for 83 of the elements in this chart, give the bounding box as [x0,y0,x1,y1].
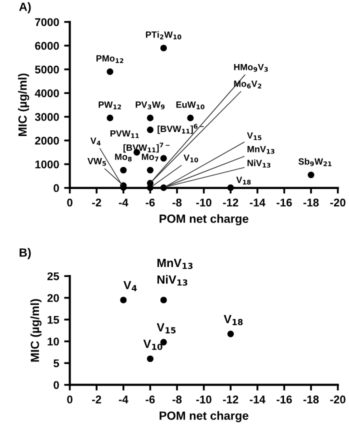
point [146,184,154,191]
annotation: MnV$_{13}$ [157,258,193,270]
y-axis-title: MIC (µg/ml) [30,299,42,362]
x-tick-label: -14 [250,198,266,206]
point [120,166,127,174]
y-tick-label: 15 [48,316,60,324]
x-tick-label: -4 [118,198,128,206]
x-tick-label: -18 [303,396,319,404]
annotation: NiV$_{13}$ [248,160,270,168]
y-axis-title: MIC (µg/ml) [18,74,30,136]
y-tick-label: 0 [54,381,59,389]
annotation: PTi$_{2}$W$_{10}$ [146,31,182,40]
y-tick-label: 7000 [35,18,59,26]
point [106,114,114,122]
x-tick-label: 0 [67,396,72,404]
x-tick-label: -14 [250,396,266,404]
x-tick-label: -10 [196,396,212,404]
x-tick-label: -18 [303,198,319,206]
annotation: Mo$_{8}$ [115,154,132,162]
x-axis-title: POM net charge [160,411,248,422]
annotation: V$_{10}$ [143,340,162,350]
x-tick-label: 0 [67,198,72,206]
point [146,166,154,174]
point [227,184,234,191]
chart-title: A) [19,2,31,14]
x-tick-label: -8 [172,198,182,206]
point [227,330,234,338]
y-tick-label: 4000 [34,89,59,98]
x-axis-title: POM net charge [160,214,248,226]
annotation: V$_{4}$ [123,281,137,292]
x-tick-label: -16 [276,198,292,206]
y-tick-label: 1000 [35,160,59,168]
annotation: NiV$_{13}$ [157,275,188,286]
x-tick-label: -4 [118,396,128,404]
annotation: V$_{18}$ [236,176,251,185]
point [146,126,154,134]
x-tick-label: -20 [330,198,346,206]
annotation: V$_{15}$ [247,132,262,140]
y-tick-label: 2000 [35,136,59,145]
y-tick-label: 25 [47,272,60,280]
y-tick-label: 3000 [34,113,59,121]
point [308,172,314,178]
y-tick-label: 5 [54,359,60,368]
x-tick-label: -12 [223,198,238,206]
x-tick-label: -16 [276,396,292,404]
point [160,296,167,304]
y-tick-label: 20 [47,294,59,302]
chart-title: B) [20,248,31,260]
annotation: PV$_{3}$W$_{9}$ [136,102,165,110]
point [160,154,167,162]
y-tick-label: 10 [48,338,59,346]
y-tick-label: 0 [54,184,59,192]
annotation: Mo$_{7}$ [142,154,158,162]
annotation: PVW$_{11}$ [110,130,139,138]
y-tick-label: 5000 [35,66,59,74]
x-tick-label: -6 [146,396,155,404]
annotation: V$_{15}$ [156,323,176,334]
annotation: HMo$_{9}$V$_{3}$ [234,64,268,72]
annotation: VW$_{5}$ [87,158,106,166]
point [120,296,127,304]
annotation: V$_{10}$ [184,154,198,162]
annotation: PMo$_{12}$ [96,55,124,63]
annotation: PW$_{12}$ [98,102,122,110]
x-tick-label: -20 [330,396,346,404]
annotation: [BVW$_{11}$]$^{7−}$ [124,142,170,153]
annotation: EuW$_{10}$ [176,102,204,110]
x-tick-label: -2 [92,396,102,404]
x-tick-label: -6 [146,198,155,206]
x-tick-label: -2 [92,198,102,206]
x-tick-label: -10 [196,198,212,206]
annotation: Sb$_{9}$W$_{21}$ [298,158,332,166]
point [187,114,194,122]
point [106,68,114,76]
annotation: MnV$_{13}$ [248,146,274,154]
x-tick-label: -12 [223,396,238,404]
y-tick-label: 6000 [35,42,59,50]
point [146,355,154,362]
annotation: V$_{4}$ [90,138,101,146]
point [160,184,167,191]
annotation: V$_{18}$ [224,315,243,326]
point [160,44,167,52]
x-tick-label: -8 [172,396,182,404]
point [146,114,154,122]
